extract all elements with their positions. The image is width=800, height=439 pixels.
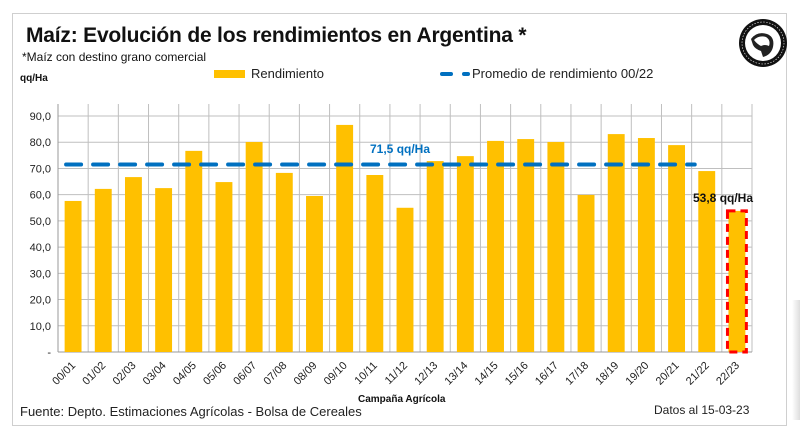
bar-18-19 (607, 134, 625, 352)
y-tick-label: 90,0 (30, 111, 51, 123)
bar-12-13 (426, 161, 444, 352)
y-tick-label: 60,0 (30, 190, 51, 202)
legend-item-promedio: Promedio de rendimiento 00/22 (440, 66, 653, 81)
y-tick-label: 80,0 (30, 137, 51, 149)
y-tick-label: 50,0 (30, 216, 51, 228)
bar-06-07 (245, 141, 263, 352)
current-value-annotation: 53,8 qq/Ha (693, 191, 753, 205)
bar-00-01 (64, 200, 82, 352)
chart-title: Maíz: Evolución de los rendimientos en A… (26, 24, 527, 47)
x-tick-label: 13/14 (443, 360, 471, 388)
y-axis-unit-label: qq/Ha (20, 73, 48, 84)
bar-17-18 (577, 194, 595, 352)
bar-07-08 (275, 172, 293, 352)
x-tick-label: 10/11 (353, 360, 380, 387)
x-tick-label: 03/04 (141, 360, 169, 388)
x-tick-label: 19/20 (624, 360, 652, 388)
x-tick-label: 01/02 (80, 360, 108, 388)
bolsa-de-cereales-logo-icon (739, 19, 787, 67)
bar-09-10 (336, 124, 354, 352)
x-tick-label: 04/05 (171, 360, 199, 388)
x-tick-label: 14/15 (473, 360, 501, 388)
bar-13-14 (456, 156, 474, 352)
x-tick-label: 00/01 (50, 360, 78, 388)
bar-02-03 (124, 177, 142, 352)
x-axis-title: Campaña Agrícola (358, 394, 446, 405)
chart-subtitle: *Maíz con destino grano comercial (22, 50, 207, 64)
bar-01-02 (94, 188, 112, 352)
y-tick-label: 70,0 (30, 163, 51, 175)
y-tick-label: 40,0 (30, 242, 51, 254)
bar-03-04 (155, 188, 173, 352)
x-tick-label: 09/10 (322, 360, 350, 388)
x-tick-label: 02/03 (111, 360, 139, 388)
y-tick-label: 20,0 (30, 295, 51, 307)
legend-bar-label: Rendimiento (251, 66, 324, 81)
bar-21-22 (698, 171, 716, 352)
legend-dashed-line-swatch (440, 71, 470, 76)
bar-22-23 (728, 210, 746, 352)
bar-20-21 (668, 145, 686, 352)
x-tick-label: 21/22 (684, 360, 712, 388)
x-tick-label: 20/21 (654, 360, 682, 388)
average-annotation: 71,5 qq/Ha (370, 142, 430, 156)
x-tick-label: 16/17 (533, 360, 561, 388)
page-edge-shadow (792, 300, 800, 420)
source-note: Fuente: Depto. Estimaciones Agrícolas - … (20, 404, 362, 419)
x-tick-label: 12/13 (412, 360, 440, 388)
x-tick-label: 18/19 (593, 360, 621, 388)
x-tick-label: 22/23 (714, 360, 742, 388)
bar-19-20 (637, 138, 655, 352)
bar-16-17 (547, 141, 565, 352)
bar-15-16 (517, 139, 535, 352)
legend-item-rendimiento: Rendimiento (214, 66, 324, 81)
x-tick-label: 06/07 (231, 360, 259, 388)
bar-10-11 (366, 175, 384, 352)
y-tick-label: 30,0 (30, 268, 51, 280)
bar-11-12 (396, 207, 414, 352)
x-tick-label: 17/18 (563, 360, 591, 388)
bar-14-15 (487, 140, 504, 352)
y-tick-label: - (47, 347, 51, 359)
bar-08-09 (306, 195, 323, 352)
bar-04-05 (185, 150, 203, 352)
legend-bar-swatch (214, 69, 245, 78)
highlight-box-22-23 (725, 209, 748, 354)
y-tick-label: 10,0 (30, 321, 51, 333)
data-date: Datos al 15-03-23 (654, 403, 750, 417)
x-tick-label: 08/09 (292, 360, 320, 388)
x-tick-label: 15/16 (503, 360, 531, 388)
legend-line-label: Promedio de rendimiento 00/22 (472, 66, 654, 81)
x-tick-label: 07/08 (261, 360, 289, 388)
x-tick-label: 11/12 (383, 360, 410, 387)
x-tick-label: 05/06 (201, 360, 229, 388)
bar-05-06 (215, 182, 233, 352)
